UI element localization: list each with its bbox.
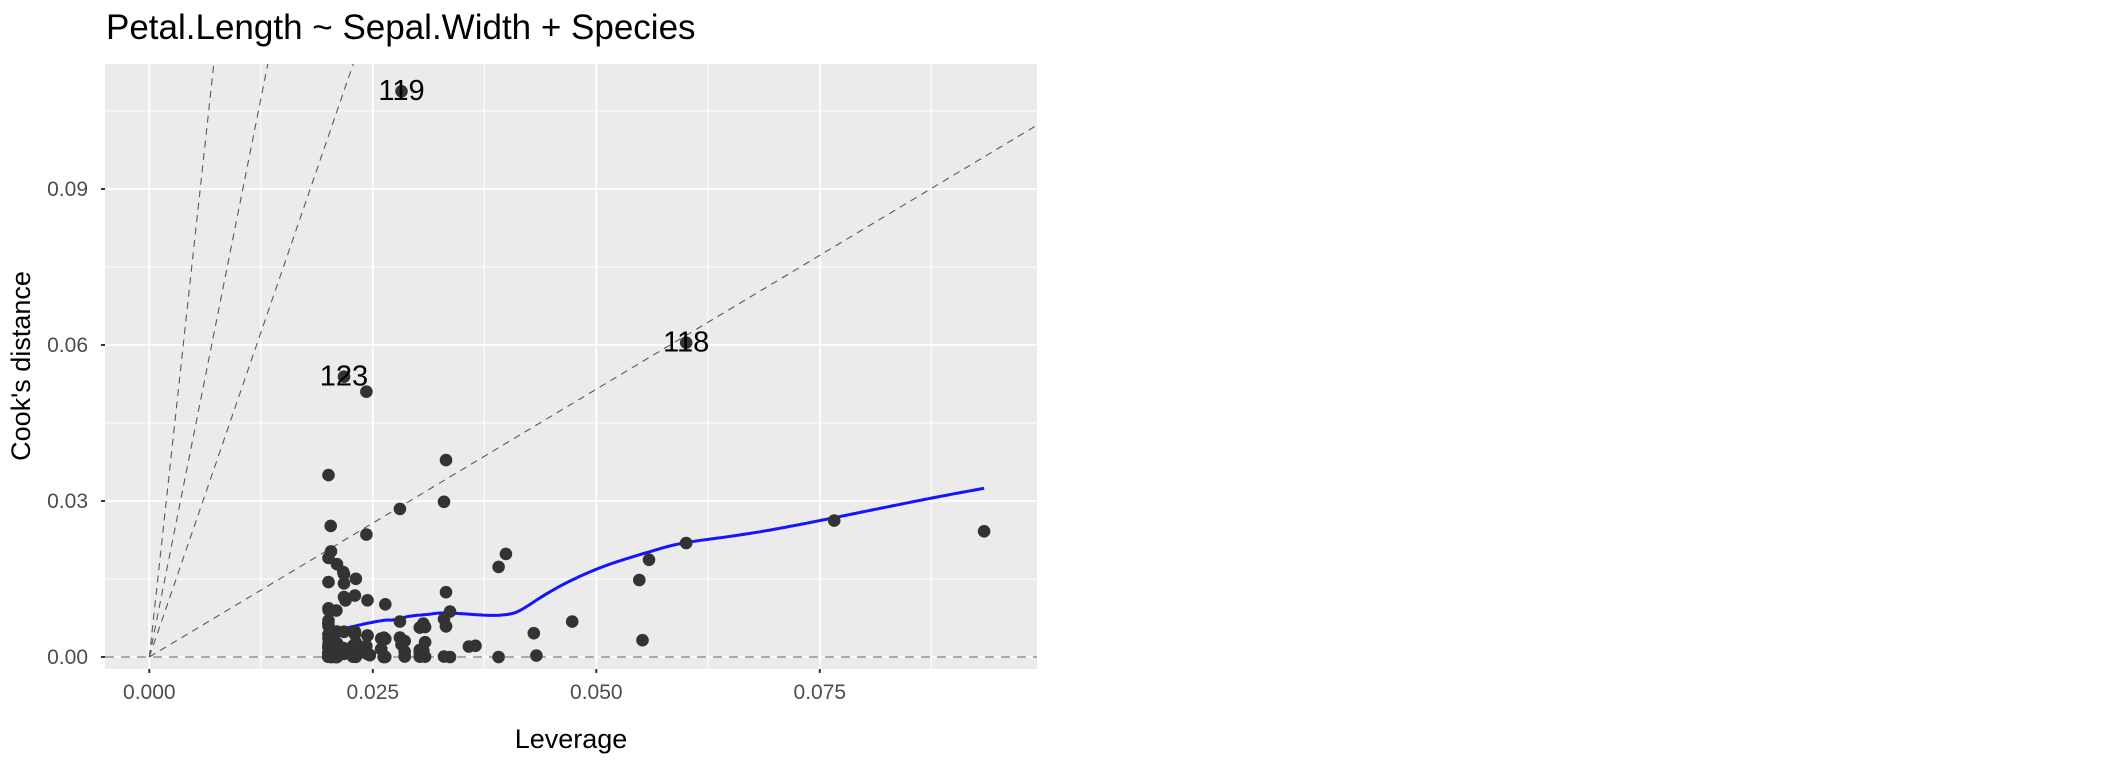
svg-text:Leverage: Leverage <box>515 724 628 754</box>
svg-text:123: 123 <box>320 361 368 393</box>
svg-text:0.09: 0.09 <box>47 178 88 201</box>
svg-text:0.06: 0.06 <box>47 334 88 357</box>
svg-text:0.000: 0.000 <box>123 681 176 704</box>
svg-text:0.00: 0.00 <box>47 646 88 669</box>
svg-text:118: 118 <box>663 327 709 359</box>
svg-text:Cook's distance: Cook's distance <box>6 271 36 461</box>
svg-text:0.075: 0.075 <box>794 681 847 704</box>
svg-text:119: 119 <box>378 75 424 107</box>
svg-text:0.025: 0.025 <box>347 681 400 704</box>
svg-text:0.03: 0.03 <box>47 490 88 513</box>
svg-text:0.050: 0.050 <box>570 681 623 704</box>
